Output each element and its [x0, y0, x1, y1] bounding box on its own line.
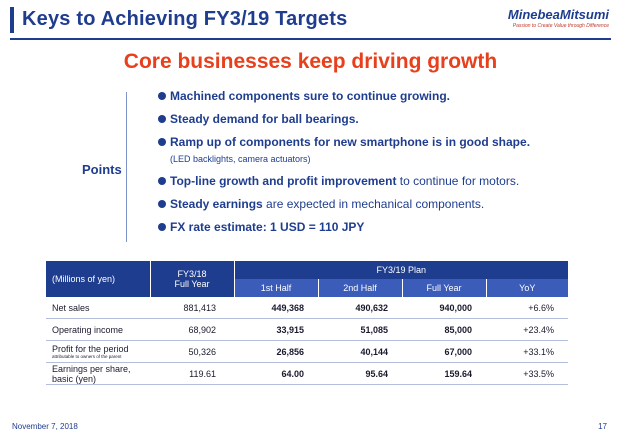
- bullet-dot-icon: [158, 138, 166, 146]
- cell-fy18: 68,902: [150, 318, 234, 341]
- points-label: Points: [82, 162, 122, 177]
- bullet-bold-text: FX rate estimate: 1 USD = 110 JPY: [170, 220, 365, 234]
- logo-name: MinebeaMitsumi: [507, 7, 609, 22]
- row-label: Operating income: [46, 318, 150, 341]
- col-header-full-year: Full Year: [401, 279, 486, 297]
- row-label: Net sales: [46, 297, 150, 319]
- fy18-header: FY3/18 Full Year: [149, 261, 234, 297]
- cell-full-year: 159.64: [402, 362, 486, 385]
- bullet-bold-text: Top-line growth and profit improvement: [170, 174, 397, 188]
- bullet-dot-icon: [158, 177, 166, 185]
- cell-1st-half: 26,856: [234, 340, 318, 363]
- cell-2nd-half: 51,085: [318, 318, 402, 341]
- bullet-item: Top-line growth and profit improvement t…: [158, 173, 598, 196]
- col-header-2nd-half: 2nd Half: [317, 279, 402, 297]
- bullet-dot-icon: [158, 92, 166, 100]
- points-divider: [126, 92, 127, 242]
- fy18-header-label: FY3/18: [177, 269, 207, 279]
- cell-full-year: 85,000: [402, 318, 486, 341]
- cell-yoy: +33.1%: [486, 340, 568, 363]
- slide-header: Keys to Achieving FY3/19 Targets Minebea…: [0, 0, 621, 38]
- header-divider: [10, 38, 611, 40]
- slide-subtitle: Core businesses keep driving growth: [123, 50, 498, 73]
- bullet-plain-text: to continue for motors.: [396, 174, 520, 188]
- logo-tagline: Passion to Create Value through Differen…: [512, 23, 609, 29]
- table-row: Net sales 881,413 449,368 490,632 940,00…: [46, 297, 568, 319]
- page-number: 17: [598, 422, 607, 431]
- bullet-item: Machined components sure to continue gro…: [158, 88, 598, 111]
- table-row: Operating income 68,902 33,915 51,085 85…: [46, 318, 568, 341]
- cell-fy18: 119.61: [150, 362, 234, 385]
- cell-yoy: +6.6%: [486, 297, 568, 319]
- bullet-item: Steady demand for ball bearings.: [158, 111, 598, 134]
- bullet-item: Ramp up of components for new smartphone…: [158, 134, 598, 157]
- fy18-header-sub: Full Year: [174, 279, 210, 289]
- bullet-sub-note: (LED backlights, camera actuators): [170, 154, 311, 164]
- financial-plan-table: (Millions of yen) FY3/18 Full Year FY3/1…: [46, 261, 568, 385]
- col-header-yoy: YoY: [485, 279, 568, 297]
- bullet-item: Steady earnings are expected in mechanic…: [158, 196, 598, 219]
- bullet-list: Machined components sure to continue gro…: [158, 88, 598, 242]
- bullet-plain-text: are expected in mechanical components.: [262, 197, 485, 211]
- cell-2nd-half: 95.64: [318, 362, 402, 385]
- bullet-bold-text: Ramp up of components for new smartphone…: [170, 135, 531, 149]
- bullet-bold-text: Steady demand for ball bearings.: [170, 112, 359, 126]
- bullet-dot-icon: [158, 115, 166, 123]
- unit-header: (Millions of yen): [46, 261, 150, 297]
- bullet-item: FX rate estimate: 1 USD = 110 JPY: [158, 219, 598, 242]
- row-label-cell: Profit for the period attributable to ow…: [46, 340, 150, 363]
- table-row: Profit for the period attributable to ow…: [46, 340, 568, 363]
- row-sublabel: attributable to owners of the parent: [52, 354, 122, 359]
- cell-1st-half: 449,368: [234, 297, 318, 319]
- title-accent-bar: [10, 7, 14, 33]
- bullet-dot-icon: [158, 200, 166, 208]
- bullet-dot-icon: [158, 223, 166, 231]
- cell-1st-half: 64.00: [234, 362, 318, 385]
- col-header-1st-half: 1st Half: [233, 279, 318, 297]
- company-logo: MinebeaMitsumi Passion to Create Value t…: [508, 7, 609, 29]
- cell-yoy: +33.5%: [486, 362, 568, 385]
- row-label: Earnings per share, basic (yen): [46, 362, 150, 385]
- cell-full-year: 940,000: [402, 297, 486, 319]
- bullet-bold-text: Steady earnings: [170, 197, 263, 211]
- cell-yoy: +23.4%: [486, 318, 568, 341]
- bullet-bold-text: Machined components sure to continue gro…: [170, 89, 451, 103]
- cell-2nd-half: 40,144: [318, 340, 402, 363]
- cell-full-year: 67,000: [402, 340, 486, 363]
- plan-header: FY3/19 Plan: [233, 261, 568, 279]
- cell-1st-half: 33,915: [234, 318, 318, 341]
- cell-fy18: 50,326: [150, 340, 234, 363]
- cell-fy18: 881,413: [150, 297, 234, 319]
- table-row: Earnings per share, basic (yen) 119.61 6…: [46, 362, 568, 385]
- slide-title: Keys to Achieving FY3/19 Targets: [22, 8, 348, 30]
- cell-2nd-half: 490,632: [318, 297, 402, 319]
- footer-date: November 7, 2018: [12, 422, 78, 431]
- row-label: Profit for the period: [52, 344, 129, 354]
